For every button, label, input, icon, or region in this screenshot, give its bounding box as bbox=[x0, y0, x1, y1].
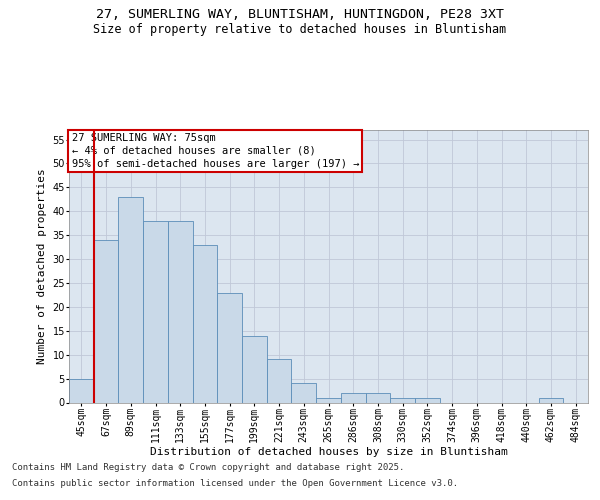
Bar bbox=[143, 221, 168, 402]
Bar bbox=[94, 240, 118, 402]
Bar bbox=[217, 292, 242, 403]
Bar bbox=[415, 398, 440, 402]
Bar bbox=[341, 393, 365, 402]
Bar bbox=[390, 398, 415, 402]
Bar bbox=[365, 393, 390, 402]
Bar bbox=[267, 360, 292, 403]
Bar bbox=[292, 384, 316, 402]
Bar bbox=[118, 197, 143, 402]
Text: 27 SUMERLING WAY: 75sqm
← 4% of detached houses are smaller (8)
95% of semi-deta: 27 SUMERLING WAY: 75sqm ← 4% of detached… bbox=[71, 132, 359, 169]
Text: Contains HM Land Registry data © Crown copyright and database right 2025.: Contains HM Land Registry data © Crown c… bbox=[12, 464, 404, 472]
Text: Contains public sector information licensed under the Open Government Licence v3: Contains public sector information licen… bbox=[12, 478, 458, 488]
Bar bbox=[69, 378, 94, 402]
Text: 27, SUMERLING WAY, BLUNTISHAM, HUNTINGDON, PE28 3XT: 27, SUMERLING WAY, BLUNTISHAM, HUNTINGDO… bbox=[96, 8, 504, 20]
Bar bbox=[242, 336, 267, 402]
Bar bbox=[168, 221, 193, 402]
X-axis label: Distribution of detached houses by size in Bluntisham: Distribution of detached houses by size … bbox=[149, 448, 508, 458]
Bar bbox=[316, 398, 341, 402]
Y-axis label: Number of detached properties: Number of detached properties bbox=[37, 168, 47, 364]
Text: Size of property relative to detached houses in Bluntisham: Size of property relative to detached ho… bbox=[94, 22, 506, 36]
Bar bbox=[193, 244, 217, 402]
Bar bbox=[539, 398, 563, 402]
